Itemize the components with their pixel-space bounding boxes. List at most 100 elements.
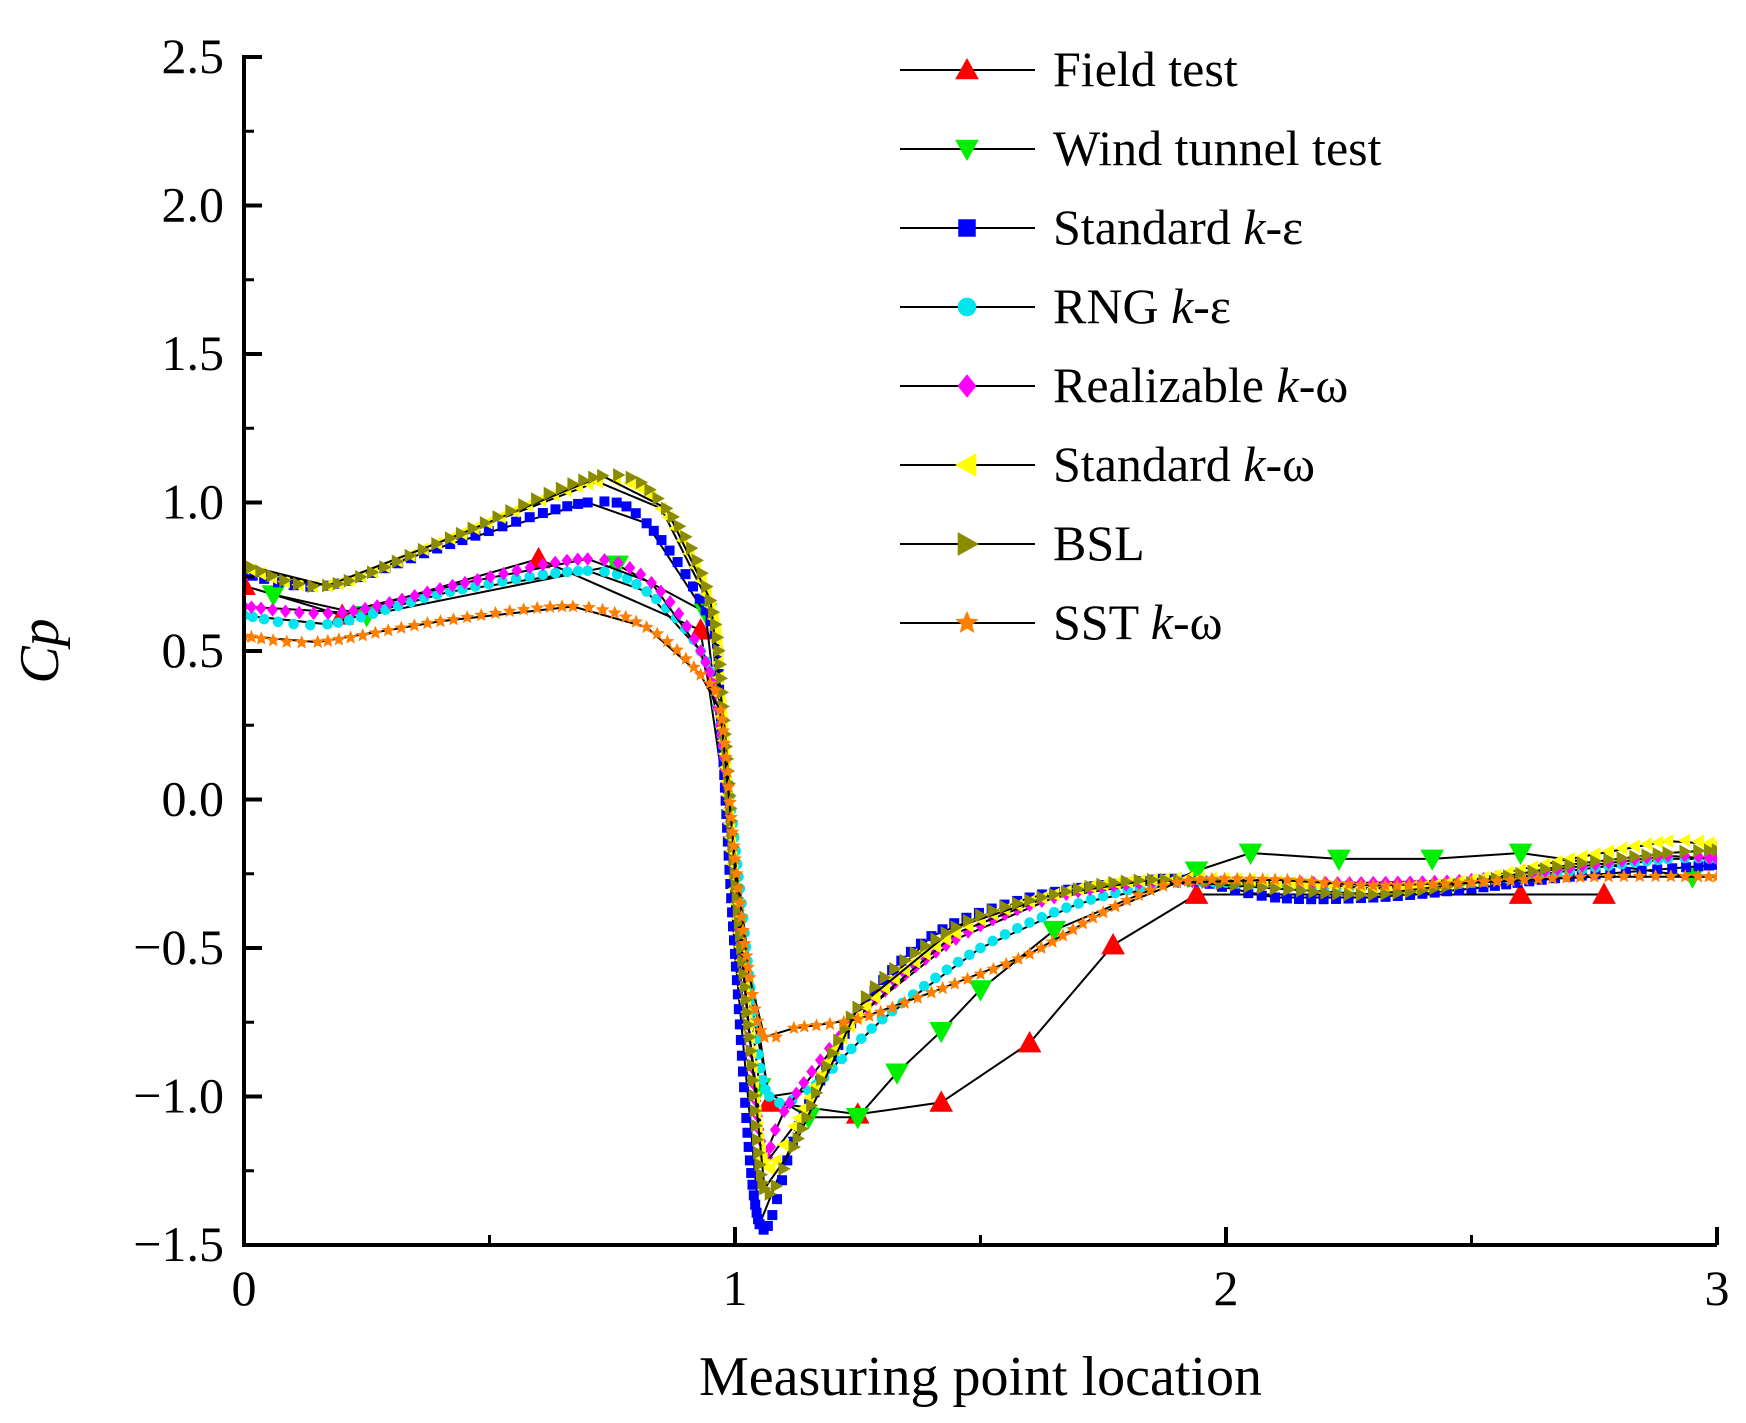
data-point [332, 576, 346, 591]
x-axis-title: Measuring point location [699, 1346, 1262, 1408]
data-point [646, 575, 657, 590]
y-tick-label: 0.5 [162, 622, 225, 678]
data-point [739, 980, 753, 994]
data-point [1269, 881, 1283, 896]
data-point [572, 565, 584, 577]
legend-item: Wind tunnel test [900, 120, 1382, 176]
data-point [266, 569, 279, 583]
data-point [1304, 874, 1319, 888]
data-point [1181, 873, 1195, 887]
data-point [987, 935, 999, 947]
data-point [474, 608, 489, 622]
data-point [550, 504, 561, 515]
data-point [524, 512, 535, 523]
data-point [1648, 868, 1663, 883]
data-point [1552, 859, 1565, 874]
data-point [255, 564, 268, 579]
data-point [754, 1157, 767, 1172]
data-point [1066, 922, 1080, 936]
data-point [245, 560, 259, 575]
series-line [244, 557, 1717, 1160]
data-point [721, 779, 736, 793]
data-point [1101, 933, 1125, 955]
data-point [1503, 873, 1518, 887]
data-point [1096, 877, 1109, 892]
series-0 [244, 546, 1616, 1124]
data-point [850, 1011, 865, 1026]
y-tick-label: −1.0 [133, 1068, 224, 1124]
data-point [753, 1145, 766, 1160]
data-point [279, 573, 292, 588]
data-point [1629, 849, 1642, 864]
data-point [1545, 871, 1560, 885]
data-point [1662, 846, 1675, 860]
data-point [929, 1090, 954, 1112]
data-point [748, 1190, 759, 1201]
data-point [713, 643, 726, 658]
data-point [1679, 844, 1692, 859]
data-point [279, 634, 294, 648]
data-point [368, 625, 383, 639]
data-point [1366, 878, 1381, 892]
data-point [732, 903, 746, 917]
data-point [745, 1043, 758, 1058]
data-point [968, 980, 993, 1002]
data-point [367, 565, 380, 580]
data-point [660, 634, 675, 648]
series-6 [244, 468, 1717, 1201]
data-point [1587, 869, 1602, 883]
y-tick-label: 1.0 [162, 474, 225, 530]
data-point [1327, 849, 1351, 871]
data-point [444, 531, 458, 545]
data-point [1036, 911, 1048, 923]
data-point [707, 605, 721, 620]
data-point [371, 599, 383, 613]
data-point [821, 1059, 835, 1074]
data-point [511, 563, 523, 578]
data-point [700, 655, 712, 669]
data-point [1036, 890, 1049, 905]
data-point [691, 553, 704, 568]
data-point [1072, 882, 1086, 896]
series-5 [244, 473, 1717, 1176]
data-point [746, 1058, 760, 1073]
data-point [797, 1019, 812, 1033]
data-point [625, 470, 639, 485]
data-point [816, 1072, 829, 1087]
data-point [879, 970, 892, 985]
data-point [715, 671, 729, 686]
data-point [562, 501, 573, 512]
data-point [524, 560, 536, 575]
data-point [1204, 871, 1219, 886]
data-point [245, 600, 257, 614]
data-point [485, 569, 496, 584]
data-point [492, 510, 505, 524]
data-point [639, 619, 654, 634]
data-point [680, 529, 693, 544]
data-point [753, 1023, 768, 1037]
data-point [613, 468, 626, 482]
data-point [673, 606, 685, 621]
data-point [745, 987, 760, 1001]
data-point [846, 1043, 857, 1055]
data-point [1283, 882, 1296, 897]
x-tick-label: 0 [232, 1260, 257, 1316]
legend-marker [957, 374, 977, 398]
data-point [1017, 1031, 1042, 1053]
data-point [962, 913, 976, 928]
data-point [1341, 877, 1356, 891]
data-point [1616, 851, 1629, 865]
data-point [1490, 874, 1505, 888]
data-point [999, 899, 1013, 914]
series-line [244, 557, 1605, 1116]
data-point [1464, 875, 1479, 889]
data-point [687, 581, 698, 592]
data-point [681, 619, 693, 633]
data-point [1184, 861, 1209, 883]
data-point [693, 667, 708, 681]
data-point [762, 1161, 776, 1176]
data-point [320, 633, 335, 647]
data-point [1133, 873, 1146, 888]
data-point [743, 1018, 756, 1032]
